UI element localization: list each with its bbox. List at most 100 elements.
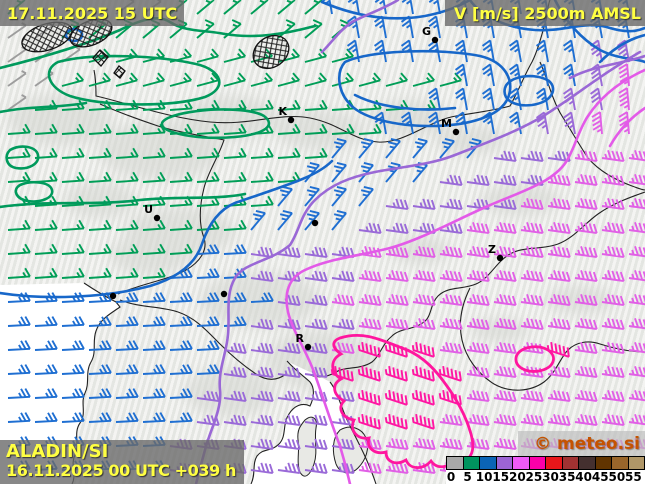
- wind-barb: [385, 72, 408, 87]
- wind-barb: [115, 147, 139, 159]
- wind-barb: [547, 293, 571, 307]
- wind-barb: [196, 244, 220, 255]
- city-dot: [431, 36, 439, 44]
- wind-barb: [34, 316, 58, 327]
- wind-barb: [547, 389, 571, 403]
- wind-barb: [591, 111, 603, 135]
- wind-barb: [412, 198, 436, 211]
- copyright-label: © meteo.si: [534, 433, 640, 454]
- wind-barb: [385, 437, 409, 451]
- wind-barb: [493, 317, 517, 331]
- wind-barb: [61, 243, 85, 255]
- city-label: U: [144, 203, 153, 216]
- wind-barb: [61, 147, 85, 159]
- wind-barb: [574, 197, 598, 211]
- wind-barb: [358, 161, 374, 183]
- wind-barb: [142, 316, 166, 327]
- wind-barb: [628, 389, 645, 403]
- wind-barb: [574, 389, 598, 403]
- wind-barb: [223, 0, 242, 15]
- wind-barb: [439, 137, 455, 159]
- wind-barb: [385, 198, 409, 211]
- wind-barb: [535, 111, 549, 135]
- wind-barb: [196, 0, 215, 15]
- wind-barb: [7, 219, 31, 231]
- wind-barb: [304, 414, 328, 427]
- wind-barb: [250, 270, 274, 283]
- wind-barb: [535, 63, 549, 87]
- wind-barb: [574, 365, 598, 379]
- wind-barb: [412, 72, 435, 87]
- wind-barb: [331, 270, 355, 283]
- legend-swatch: [628, 457, 644, 469]
- wind-barb: [357, 413, 381, 430]
- wind-barb: [88, 72, 111, 87]
- wind-barb: [223, 19, 242, 39]
- wind-barb: [493, 269, 517, 283]
- wind-barb: [481, 87, 495, 111]
- wind-barb: [574, 221, 598, 235]
- wind-barb: [115, 340, 139, 351]
- wind-barb: [88, 123, 112, 135]
- wind-barb: [115, 364, 139, 375]
- wind-barb: [169, 268, 193, 279]
- wind-barb: [601, 245, 625, 259]
- wind-barb: [520, 174, 544, 187]
- wind-barb: [304, 147, 328, 159]
- wind-barb: [142, 364, 166, 375]
- wind-barb: [358, 461, 382, 475]
- wind-barb: [331, 318, 355, 331]
- wind-barb: [250, 209, 266, 231]
- wind-barb: [304, 462, 328, 475]
- wind-barb: [439, 72, 462, 87]
- wind-barb: [493, 198, 517, 211]
- wind-barb: [331, 341, 355, 355]
- wind-barb: [493, 221, 517, 235]
- wind-barb: [454, 87, 468, 111]
- wind-barb: [88, 412, 112, 423]
- wind-barb: [61, 316, 85, 327]
- border-italy: [99, 103, 225, 295]
- wind-barb: [601, 341, 625, 355]
- wind-barb: [331, 137, 347, 159]
- wind-barb: [277, 318, 301, 331]
- city-label: K: [278, 105, 287, 118]
- wind-barb: [547, 269, 571, 283]
- wind-barb: [439, 222, 463, 235]
- wind-barb: [223, 244, 247, 255]
- wind-barb: [196, 364, 220, 375]
- wind-barb: [520, 389, 544, 403]
- legend-swatch: [612, 457, 629, 469]
- wind-barb: [520, 413, 544, 427]
- wind-barb: [358, 293, 382, 307]
- wind-barb: [628, 173, 645, 187]
- wind-barb: [493, 293, 517, 307]
- wind-barb: [115, 388, 139, 399]
- wind-barb: [304, 209, 320, 231]
- wind-barb: [439, 293, 463, 307]
- wind-barb: [277, 294, 301, 307]
- wind-barb: [384, 341, 408, 358]
- wind-barb: [628, 413, 645, 427]
- legend-swatch: [513, 457, 530, 469]
- wind-barb: [385, 222, 409, 235]
- wind-barb: [547, 365, 571, 379]
- wind-barb: [304, 123, 328, 135]
- wind-barb: [439, 341, 463, 355]
- wind-barb: [535, 39, 549, 63]
- wind-barb: [88, 171, 112, 183]
- wind-barb: [466, 389, 490, 403]
- wind-barb: [574, 413, 598, 427]
- wind-barb: [7, 123, 31, 135]
- wind-barb: [358, 137, 374, 159]
- wind-barb: [34, 123, 58, 135]
- wind-barb: [61, 171, 85, 183]
- wind-barb: [34, 340, 58, 351]
- wind-barb: [427, 0, 441, 15]
- wind-barb: [373, 39, 387, 63]
- wind-barb: [466, 198, 490, 211]
- wind-barb: [520, 293, 544, 307]
- wind-barb: [331, 161, 347, 183]
